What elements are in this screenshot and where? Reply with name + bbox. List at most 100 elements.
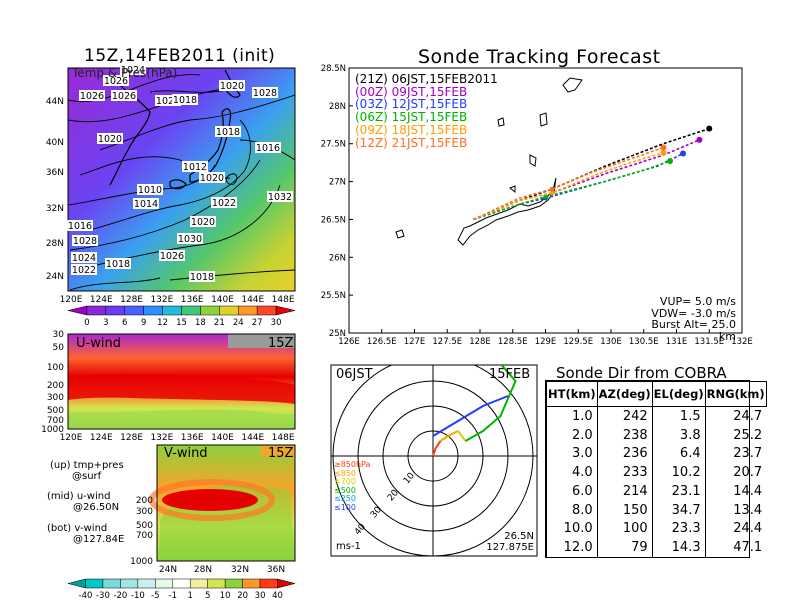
note-mid-line1: (mid) u-wind <box>47 491 111 502</box>
table-cell: 47.1 <box>704 538 767 557</box>
colorbar-tick-label: 24 <box>233 318 244 328</box>
polar-lon: 127.875E <box>486 542 534 553</box>
isobar-label-text: 1018 <box>173 95 197 106</box>
wind-colorbar-tick-label: -20 <box>113 591 127 601</box>
table-header: AZ(deg) <box>596 381 653 407</box>
polar-units: ms-1 <box>336 541 361 552</box>
u-wind-y-tick: 200 <box>47 381 64 391</box>
isobar-label: 1010 <box>137 184 163 196</box>
isobar-label-text: 1026 <box>160 251 184 262</box>
u-wind-x-tick: 124E <box>90 433 113 443</box>
wind-colorbar-tick-label: 10 <box>220 591 231 601</box>
table-row: 3.0 236 6.4 23.7 <box>546 444 767 464</box>
polar-layer-legend-item: ≥850hPa <box>334 460 371 469</box>
map-lon-tick: 120E <box>60 295 83 305</box>
colorbar-tick-label: 21 <box>214 318 225 328</box>
colorbar-tick-label: 9 <box>141 318 146 328</box>
wind-colorbar-tick-label: 30 <box>255 591 266 601</box>
polar-layer-legend: ≥850hPa ≤850 ≤700 ≤500 ≤250 ≤100 <box>334 460 371 512</box>
isobar-label-text: 1018 <box>106 259 130 270</box>
wind-colorbar-swatch <box>224 578 243 589</box>
wind-colorbar-swatch <box>120 578 139 589</box>
isobar-label: 1018 <box>189 271 215 283</box>
isobar-label: 1018 <box>172 94 198 106</box>
table-cell: 34.7 <box>651 500 706 520</box>
isobar-label: 1022 <box>71 264 97 276</box>
note-bot-line2: @127.84E <box>73 534 125 545</box>
isobar-label-text: 1024 <box>72 253 96 264</box>
isobar-label: 1024 <box>120 64 146 76</box>
note-up-line2: @surf <box>72 471 102 482</box>
track-x-tick: 131.5E <box>694 337 724 347</box>
table-cell: 100 <box>596 519 653 539</box>
wind-colorbar-swatch <box>189 578 208 589</box>
u-wind-panel <box>67 333 296 430</box>
u-wind-label: U-wind <box>76 336 121 351</box>
track-y-tick: 26.5N <box>321 215 346 225</box>
note-bot: (bot) v-wind @127.84E <box>47 523 124 545</box>
colorbar-swatch <box>67 305 88 316</box>
wind-colorbar-swatch <box>277 578 296 589</box>
v-wind-panel <box>149 444 296 562</box>
wind-colorbar-swatch <box>259 578 278 589</box>
isobar-label-text: 1024 <box>156 96 180 107</box>
colorbar-swatch <box>143 305 163 316</box>
isobar-label: 1020 <box>97 133 123 145</box>
polar-layer-legend-item: ≤850 <box>334 468 356 478</box>
legend-entry-09z: (09Z) 18JST,15FEB <box>355 122 468 137</box>
param-burst-alt: Burst Alt= 25.0 km <box>651 318 736 343</box>
track-x-tick: 126.5E <box>367 337 397 347</box>
table-cell: 23.1 <box>651 482 706 501</box>
v-wind-time: 15Z <box>268 446 294 461</box>
table-cell: 2.0 <box>546 425 598 445</box>
isobar-label-text: 1030 <box>178 234 202 245</box>
table-row: 4.0 233 10.2 20.7 <box>546 463 767 483</box>
v-wind-x-tick: 28N <box>194 565 212 575</box>
wind-colorbar-swatch <box>172 578 191 589</box>
isobar-label: 1028 <box>72 235 98 247</box>
v-wind-y-tick: 1000 <box>130 557 153 567</box>
wind-colorbar-swatch <box>155 578 174 589</box>
table-header: RNG(km) <box>704 381 767 407</box>
temperature-colorbar: 0 3 6 9 12 15 18 21 24 27 30 <box>67 305 296 328</box>
u-wind-x-tick: 144E <box>241 433 264 443</box>
isobar-label: 1022 <box>211 197 237 209</box>
table-cell: 10.2 <box>651 463 706 483</box>
isobar-label-text: 1020 <box>220 81 244 92</box>
polar-layer-legend-item: ≤500 <box>334 485 356 495</box>
wind-colorbar-swatch <box>242 578 261 589</box>
colorbar-tick-label: 27 <box>252 318 263 328</box>
map-lat-tick: 24N <box>46 272 64 282</box>
isobar-label: 1020 <box>199 172 225 184</box>
track-x-tick: 127E <box>404 337 426 347</box>
isobar-label-text: 1020 <box>200 173 224 184</box>
isobar-label-text: 1020 <box>98 134 122 145</box>
track-x-tick: 128.5E <box>498 337 528 347</box>
polar-lat: 26.5N <box>504 531 534 542</box>
isobar-label-text: 1018 <box>190 272 214 283</box>
table-cell: 233 <box>596 463 653 483</box>
colorbar-swatch <box>86 305 107 316</box>
legend-entry-21z: (21Z) 06JST,15FEB2011 <box>355 72 498 86</box>
table-header: HT(km) <box>546 381 598 407</box>
table-cell: 13.4 <box>704 500 767 520</box>
track-point <box>549 190 555 196</box>
track-y-tick: 25N <box>329 329 346 339</box>
isobar-label-text: 1032 <box>268 192 292 203</box>
track-end-point <box>706 125 713 132</box>
table-cell: 24.4 <box>704 519 767 539</box>
track-end-point <box>696 136 703 143</box>
isobar-label: 1026 <box>79 90 105 102</box>
u-wind-y-tick: 30 <box>53 330 65 340</box>
isobar-label: 1020 <box>190 216 216 228</box>
colorbar-swatch <box>162 305 182 316</box>
table-cell: 14.3 <box>651 538 706 557</box>
map-lon-tick: 124E <box>90 295 113 305</box>
table-cell: 20.7 <box>704 463 767 483</box>
isobar-label: 1026 <box>103 75 129 87</box>
map-lat-tick: 40N <box>46 138 64 148</box>
isobar-label-text: 1026 <box>104 76 128 87</box>
table-cell: 6.4 <box>651 444 706 464</box>
table-cell: 238 <box>596 425 653 445</box>
wind-colorbar-tick-label: 20 <box>237 591 248 601</box>
